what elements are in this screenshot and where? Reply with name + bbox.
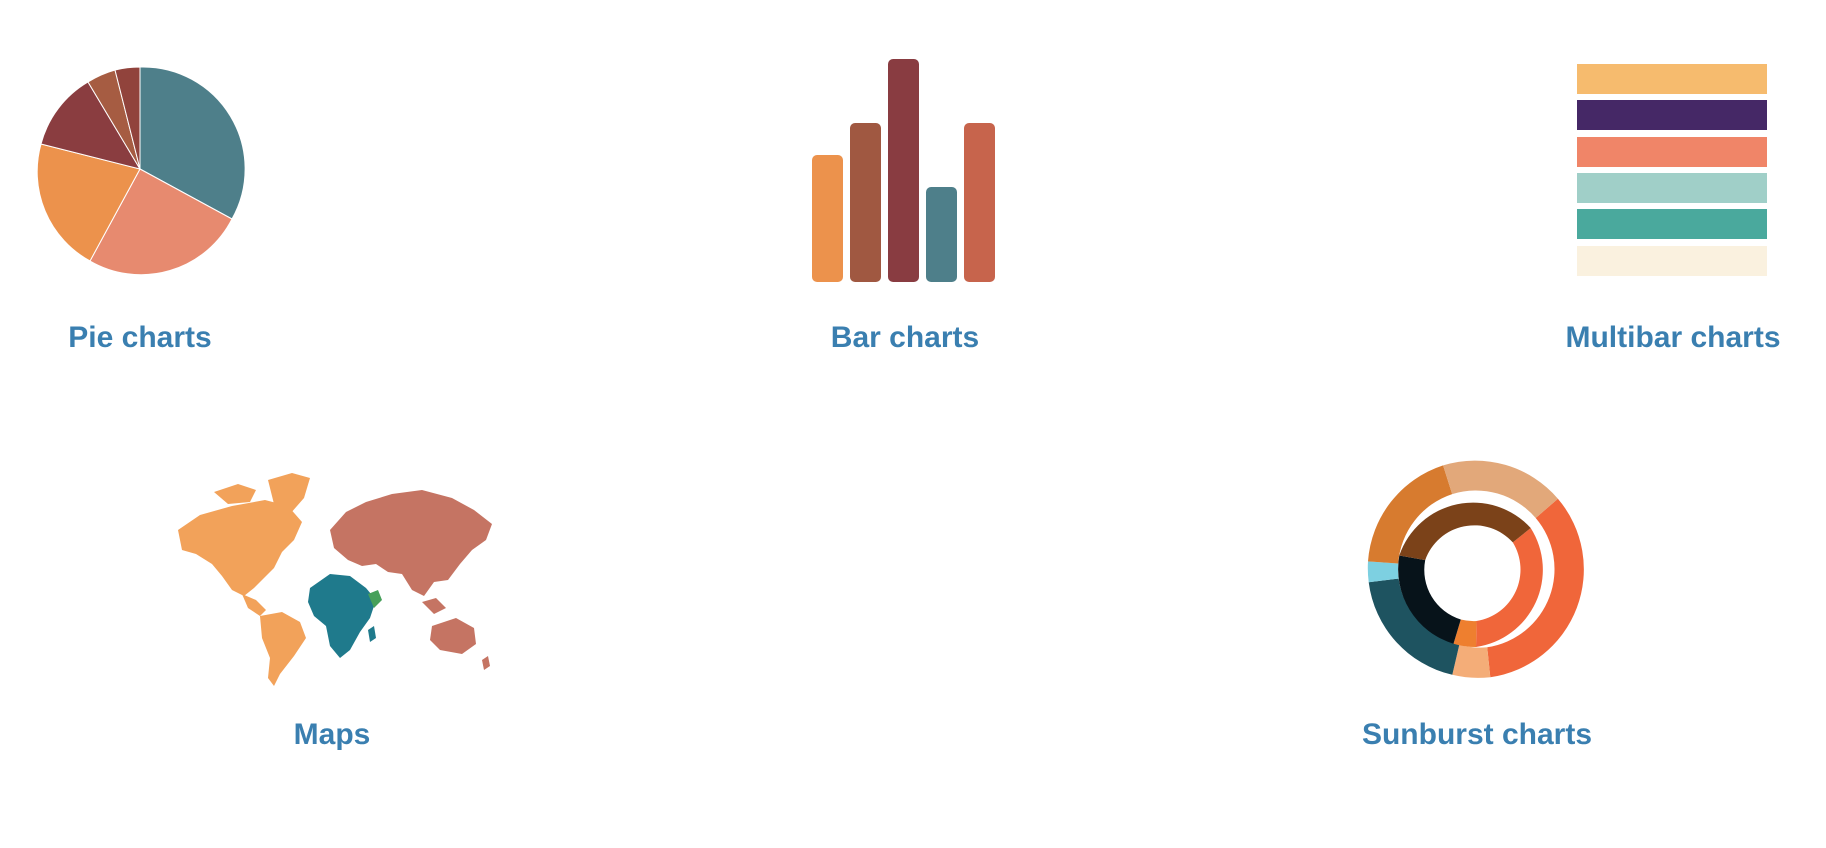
sunburst-outer-segment bbox=[1368, 578, 1460, 675]
arctic-islands-shape bbox=[214, 484, 256, 504]
bar bbox=[850, 123, 881, 282]
australia-shape bbox=[430, 618, 476, 654]
bar bbox=[812, 155, 843, 282]
sunburst-outer-segment bbox=[1452, 644, 1491, 678]
bar bbox=[1577, 64, 1767, 94]
central-america-shape bbox=[242, 594, 266, 616]
pie-slice bbox=[36, 143, 141, 262]
multibar-chart-icon[interactable] bbox=[1577, 62, 1769, 284]
south-america-shape bbox=[260, 612, 306, 686]
sunburst-outer-segment bbox=[1368, 465, 1453, 564]
maps-link[interactable]: Maps bbox=[293, 718, 371, 751]
sunburst-chart-icon[interactable] bbox=[1364, 456, 1590, 682]
pie-charts-link[interactable]: Pie charts bbox=[68, 321, 212, 354]
sunburst-outer-segment bbox=[1487, 498, 1584, 678]
pie-slice bbox=[40, 81, 142, 170]
pie-slice bbox=[114, 66, 141, 170]
bar-charts-link[interactable]: Bar charts bbox=[830, 321, 980, 354]
sunburst-inner-segment bbox=[1453, 619, 1477, 647]
world-map-icon[interactable] bbox=[170, 470, 500, 690]
bar bbox=[964, 123, 995, 282]
sunburst-inner-segment bbox=[1476, 528, 1543, 647]
bar bbox=[888, 59, 919, 282]
pie-chart-icon[interactable] bbox=[28, 55, 248, 285]
pie-slice bbox=[139, 66, 246, 220]
north-america-shape bbox=[178, 500, 302, 596]
bar bbox=[1577, 100, 1767, 130]
bar bbox=[926, 187, 957, 282]
multibar-charts-link[interactable]: Multibar charts bbox=[1565, 321, 1781, 354]
sunburst-outer-segment bbox=[1443, 460, 1558, 518]
bar bbox=[1577, 137, 1767, 167]
madagascar-shape bbox=[368, 626, 376, 642]
africa-shape bbox=[308, 574, 376, 658]
bar bbox=[1577, 173, 1767, 203]
sunburst-inner-segment bbox=[1398, 555, 1461, 644]
sunburst-inner-segment bbox=[1399, 502, 1531, 561]
new-zealand-shape bbox=[482, 656, 490, 670]
bar bbox=[1577, 209, 1767, 239]
bar-chart-icon[interactable] bbox=[810, 55, 1000, 285]
bar bbox=[1577, 246, 1767, 276]
greenland-shape bbox=[268, 473, 310, 514]
horn-of-africa-shape bbox=[368, 590, 382, 608]
se-asia-islands-shape bbox=[422, 598, 446, 614]
sunburst-charts-link[interactable]: Sunburst charts bbox=[1361, 718, 1593, 751]
sunburst-outer-segment bbox=[1367, 561, 1399, 583]
pie-slice bbox=[89, 168, 233, 276]
eurasia-shape bbox=[330, 490, 492, 596]
